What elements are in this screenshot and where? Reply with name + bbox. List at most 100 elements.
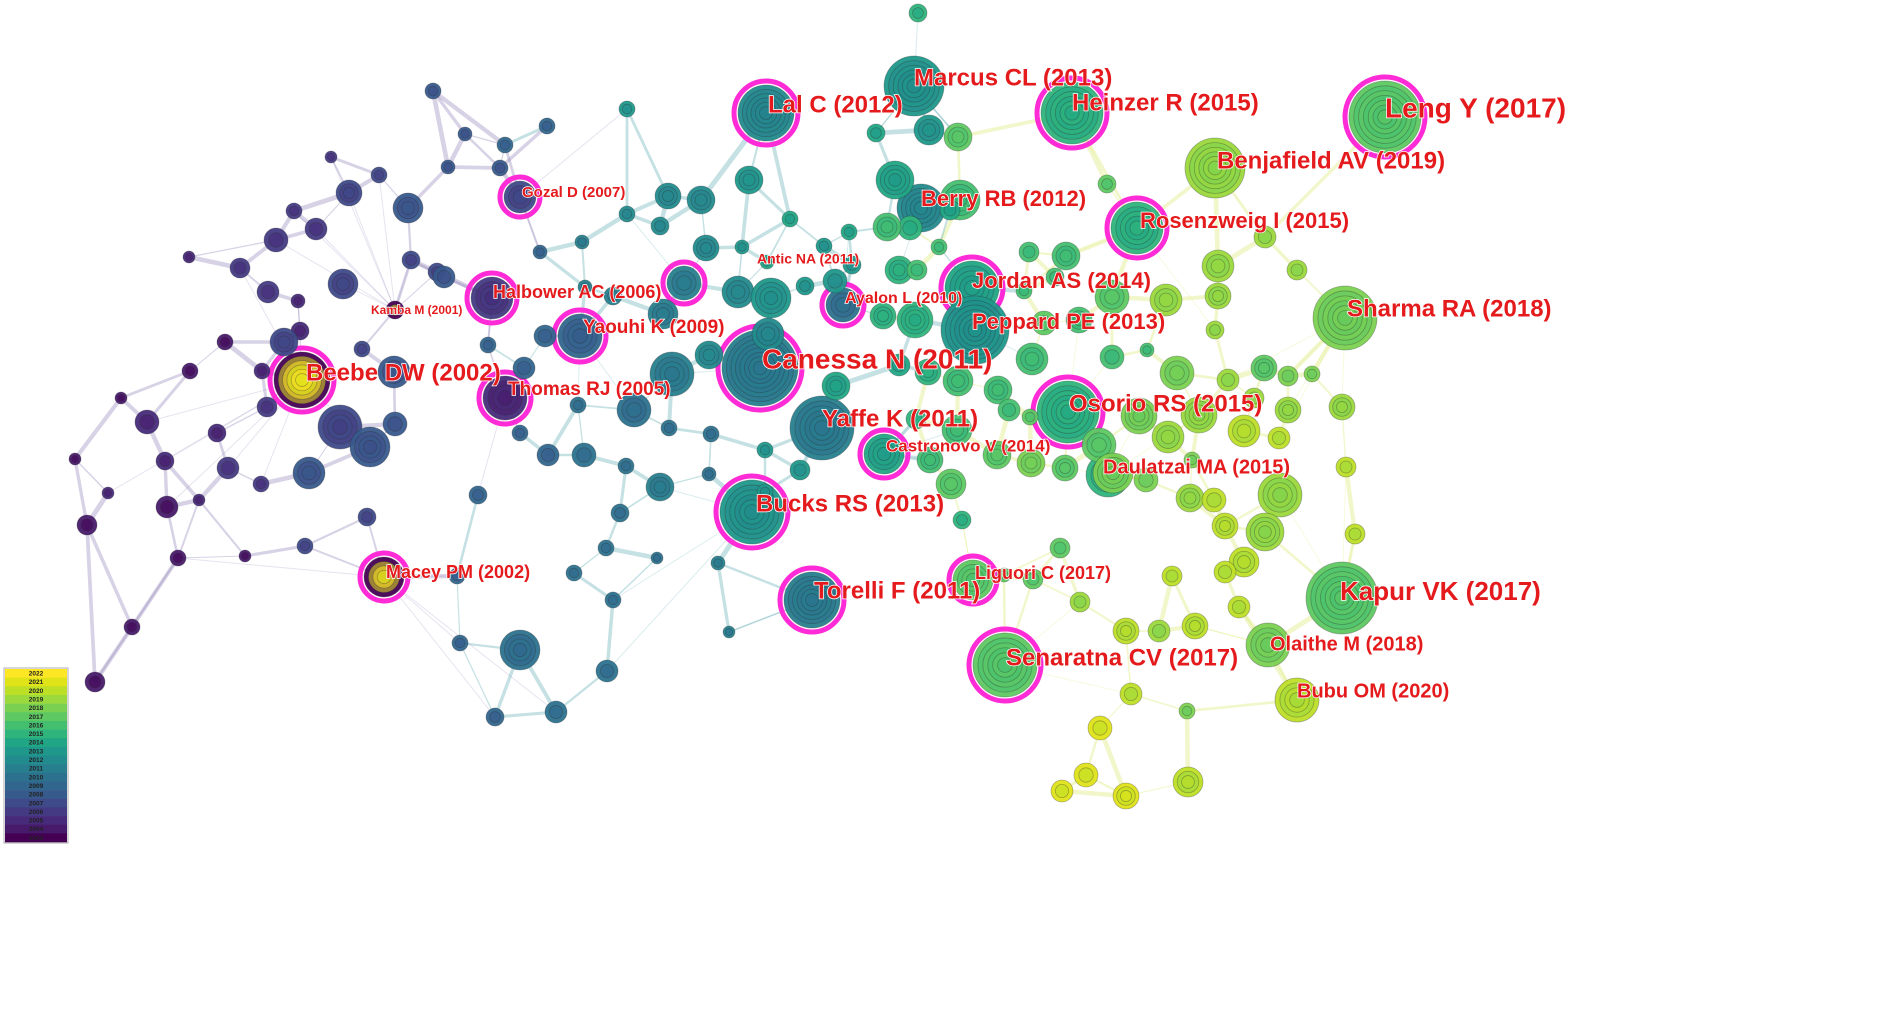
node-halbower-ac-2006[interactable] (464, 270, 520, 326)
network-node[interactable] (114, 391, 128, 405)
network-node[interactable] (821, 371, 851, 401)
network-node[interactable] (650, 551, 664, 565)
network-node[interactable] (654, 182, 682, 210)
network-node[interactable] (216, 456, 240, 480)
network-node[interactable] (939, 199, 961, 221)
network-node[interactable] (795, 276, 815, 296)
network-node[interactable] (1227, 595, 1251, 619)
network-node[interactable] (1112, 782, 1140, 810)
node-canessa-n-2011[interactable] (715, 323, 805, 413)
network-node[interactable] (872, 212, 902, 242)
network-node[interactable] (1073, 762, 1099, 788)
network-node[interactable] (1139, 342, 1155, 358)
network-node[interactable] (569, 396, 587, 414)
network-node[interactable] (781, 210, 799, 228)
network-node[interactable] (942, 365, 974, 397)
network-node[interactable] (604, 591, 622, 609)
network-node[interactable] (759, 254, 775, 270)
network-node[interactable] (1051, 454, 1079, 482)
network-node[interactable] (869, 302, 897, 330)
network-node[interactable] (840, 223, 858, 241)
network-node[interactable] (1344, 523, 1366, 545)
network-node[interactable] (1049, 537, 1071, 559)
network-node[interactable] (571, 442, 597, 468)
node-torelli-f-2011[interactable] (777, 565, 847, 635)
network-node[interactable] (1227, 414, 1261, 448)
network-node[interactable] (1149, 283, 1183, 317)
network-node[interactable] (229, 257, 251, 279)
network-node[interactable] (432, 265, 456, 289)
network-node[interactable] (734, 239, 750, 255)
network-node[interactable] (1119, 682, 1143, 706)
network-node[interactable] (256, 280, 280, 304)
network-node[interactable] (68, 452, 82, 466)
network-node[interactable] (1181, 612, 1209, 640)
network-node[interactable] (616, 392, 652, 428)
network-node[interactable] (1018, 241, 1040, 263)
network-node[interactable] (1277, 365, 1299, 387)
network-node[interactable] (448, 567, 466, 585)
network-node[interactable] (468, 485, 488, 505)
network-node[interactable] (1081, 427, 1117, 463)
network-node[interactable] (822, 268, 848, 294)
network-node[interactable] (982, 440, 1012, 470)
network-node[interactable] (1328, 393, 1356, 421)
network-node[interactable] (875, 160, 915, 200)
network-node[interactable] (913, 114, 945, 146)
network-node[interactable] (485, 707, 505, 727)
network-node[interactable] (263, 227, 289, 253)
network-node[interactable] (1133, 467, 1159, 493)
network-node[interactable] (1065, 306, 1093, 334)
network-node[interactable] (192, 493, 206, 507)
network-node[interactable] (935, 468, 967, 500)
network-node[interactable] (479, 336, 497, 354)
network-node[interactable] (1250, 354, 1278, 382)
network-node[interactable] (1092, 452, 1134, 494)
network-node[interactable] (1021, 408, 1039, 426)
network-node[interactable] (292, 456, 326, 490)
network-node[interactable] (694, 340, 724, 370)
network-node[interactable] (751, 317, 785, 351)
network-node[interactable] (155, 451, 175, 471)
network-node[interactable] (1180, 396, 1218, 434)
network-node[interactable] (1151, 420, 1185, 454)
node-beebe-dw-2002[interactable] (267, 345, 337, 415)
network-node[interactable] (353, 340, 371, 358)
node-liguori-c-2017[interactable] (946, 553, 1000, 607)
network-node[interactable] (908, 3, 928, 23)
network-node[interactable] (511, 424, 529, 442)
network-node[interactable] (914, 358, 942, 386)
network-node[interactable] (1112, 617, 1140, 645)
network-node[interactable] (1069, 591, 1091, 613)
network-node[interactable] (538, 117, 556, 135)
network-node[interactable] (182, 250, 196, 264)
network-node[interactable] (1015, 342, 1049, 376)
network-node[interactable] (401, 250, 421, 270)
network-node[interactable] (1303, 365, 1321, 383)
network-node[interactable] (134, 409, 160, 435)
network-node[interactable] (887, 353, 911, 377)
network-node[interactable] (76, 514, 98, 536)
node-castronovo-v-2014[interactable] (857, 427, 911, 481)
network-node[interactable] (382, 411, 408, 437)
node-olaithe-m-2018[interactable] (1245, 622, 1291, 668)
network-node[interactable] (1022, 568, 1044, 590)
network-node[interactable] (916, 446, 944, 474)
network-node[interactable] (896, 301, 934, 339)
network-node[interactable] (897, 215, 923, 241)
network-node[interactable] (842, 255, 862, 275)
node-peppard-pe-2013[interactable] (940, 295, 1010, 365)
network-node[interactable] (702, 425, 720, 443)
network-node[interactable] (1253, 225, 1277, 249)
network-node[interactable] (941, 414, 973, 446)
network-node[interactable] (1201, 487, 1227, 513)
network-node[interactable] (544, 700, 568, 724)
network-node[interactable] (1159, 355, 1195, 391)
network-node[interactable] (603, 286, 623, 306)
network-node[interactable] (756, 483, 774, 501)
network-node[interactable] (952, 510, 972, 530)
network-node[interactable] (750, 277, 792, 319)
node-sharma-ra-2018[interactable] (1312, 285, 1378, 351)
network-node[interactable] (1120, 397, 1158, 435)
node-rosenzweig-i-2015[interactable] (1104, 195, 1170, 261)
